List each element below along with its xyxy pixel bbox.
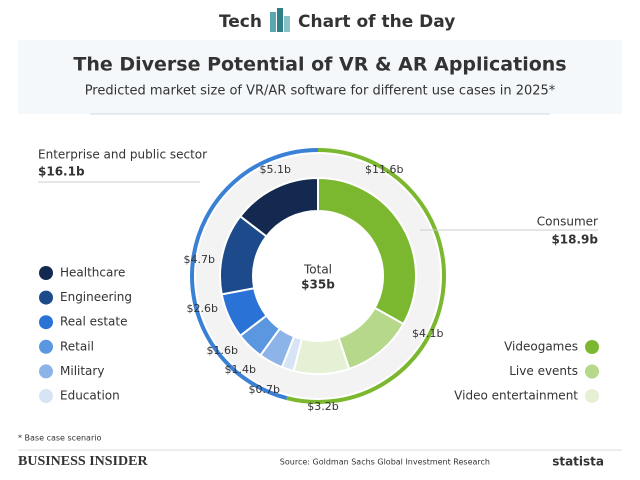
legend-swatch xyxy=(585,364,599,379)
donut: $11.6b $4.1b $3.2b $0.7b $1.4b $1.6b $2.6b $4.7… xyxy=(184,148,446,413)
legend-label: Videogames xyxy=(504,340,578,354)
legend-swatch xyxy=(39,339,53,354)
legend-swatch xyxy=(39,389,53,403)
legend-label: Military xyxy=(60,364,104,378)
total-value: $35b xyxy=(301,278,335,292)
segment-value-label: $1.4b xyxy=(225,363,256,376)
chart-title: The Diverse Potential of VR & AR Applica… xyxy=(73,54,566,76)
segment-value-label: $5.1b xyxy=(260,163,291,176)
legend-swatch xyxy=(585,389,599,403)
legend-label: Video entertainment xyxy=(454,389,578,403)
group-name: Consumer xyxy=(537,215,598,229)
segment-value-label: $4.1b xyxy=(412,327,443,340)
legend-label: Live events xyxy=(509,364,578,378)
legend-swatch xyxy=(585,340,599,354)
chart-subtitle: Predicted market size of VR/AR software … xyxy=(85,84,556,99)
legend-label: Education xyxy=(60,389,120,403)
segment-value-label: $2.6b xyxy=(187,302,218,315)
segment-value-label: $11.6b xyxy=(365,163,403,176)
donut-segment xyxy=(292,336,351,375)
group-value: $16.1b xyxy=(38,165,85,179)
header-icon xyxy=(270,8,290,32)
statista-logo: statista xyxy=(552,455,604,469)
header-chart-of-the-day: Chart of the Day xyxy=(298,12,455,32)
legend-label: Healthcare xyxy=(60,266,125,280)
legend-label: Engineering xyxy=(60,290,132,304)
legend-swatch xyxy=(39,266,53,280)
group-ring xyxy=(286,148,446,404)
footnote: * Base case scenario xyxy=(18,434,101,443)
segment-value-label: $0.7b xyxy=(249,383,280,396)
total-label: Total xyxy=(303,263,332,277)
donut-hole xyxy=(253,211,383,341)
legend-label: Retail xyxy=(60,339,94,353)
legend-swatch xyxy=(39,364,53,379)
group-value: $18.9b xyxy=(551,233,598,247)
legend-label: Real estate xyxy=(60,315,127,329)
header-tech: Tech xyxy=(219,12,262,32)
group-name: Enterprise and public sector xyxy=(38,148,207,162)
legend-swatch xyxy=(39,315,53,330)
group-ring xyxy=(190,148,319,400)
source: Source: Goldman Sachs Global Investment … xyxy=(280,458,490,467)
brand: BUSINESS INSIDER xyxy=(18,454,148,469)
segment-value-label: $4.7b xyxy=(184,253,215,266)
title-band xyxy=(18,40,622,114)
segment-value-label: $1.6b xyxy=(207,344,238,357)
segment-value-label: $3.2b xyxy=(307,400,338,413)
donut-segment xyxy=(238,176,319,238)
legend-swatch xyxy=(39,290,53,305)
